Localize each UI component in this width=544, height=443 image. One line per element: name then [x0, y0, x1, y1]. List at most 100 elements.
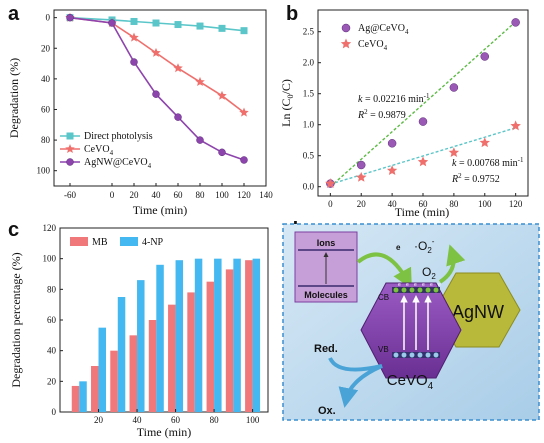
panel-c-xtick-label-3: 80: [210, 415, 220, 425]
panel-a-point-2-7: [240, 156, 248, 164]
vb-hole-2: [409, 352, 415, 358]
panel-b-k-ce: k = 0.00768 min-1: [452, 156, 524, 169]
panel-c-bar-1-3: [137, 280, 145, 412]
panel-b-xtick-label-6: 120: [509, 199, 523, 209]
ions-label: Ions: [317, 238, 336, 248]
cb-electron-1: [401, 287, 407, 293]
cb-electron-sign-2: e: [414, 282, 417, 288]
panel-b-xlabel: Time (min): [395, 205, 450, 219]
panel-a-point-2-1: [108, 19, 116, 27]
panel-b-point-1-0: [325, 178, 336, 188]
panel-letter-c: c: [8, 219, 19, 241]
panel-a-xtick-label-5: 80: [196, 190, 206, 200]
panel-a-ytick-label-0: 0: [46, 13, 51, 23]
panel-c-ytick-label-4: 80: [47, 284, 57, 294]
panel-b-r2-ag: R2 = 0.9879: [357, 108, 406, 121]
cb-electron-sign-0: e: [398, 282, 401, 288]
panel-c-bar-1-6: [194, 258, 203, 412]
red-label: Red.: [314, 343, 338, 355]
panel-b-xtick-label-1: 20: [357, 199, 367, 209]
panel-c-bar-1-4: [156, 264, 164, 412]
panel-b-point-1-1: [356, 171, 367, 182]
panel-a-series-line-0: [69, 16, 245, 32]
panel-c-bar-1-9: [252, 258, 261, 412]
panel-c-ytick-label-3: 60: [47, 315, 57, 325]
electron-label: e: [396, 243, 401, 252]
vb-hole-5: [433, 352, 439, 358]
panel-b-ytick-label-5: 2.5: [303, 27, 315, 37]
panel-c-xtick-label-1: 40: [133, 415, 143, 425]
panel-a-ytick-label-4: 80: [41, 135, 51, 145]
panel-c-xtick-label-4: 100: [246, 415, 260, 425]
panel-b-xtick-label-3: 60: [419, 199, 429, 209]
panel-a-xtick-label-4: 60: [174, 190, 184, 200]
panel-a-point-1-3: [151, 47, 161, 57]
panel-c-bar-1-5: [175, 260, 184, 412]
molecules-label: Molecules: [304, 290, 348, 300]
reduction-arrow: [438, 244, 466, 284]
panel-a-ytick-label-3: 60: [41, 104, 51, 114]
panel-c-bar-0-2: [110, 350, 118, 412]
vb-hole-3: [417, 352, 423, 358]
panel-c-bar-0-8: [225, 269, 234, 412]
panel-b-point-1-4: [448, 147, 460, 157]
vb-label: VB: [378, 345, 389, 354]
panel-c-legend-swatch-0: [70, 237, 88, 246]
panel-c-bar-0-0: [71, 385, 80, 412]
panel-c-bar-1-2: [117, 297, 126, 412]
panel-a-ytick-label-1: 20: [41, 43, 51, 53]
panel-b-legend-marker-0: [341, 23, 351, 33]
panel-c-ytick-label-5: 100: [43, 254, 57, 264]
panel-letter-a: a: [8, 3, 20, 25]
panel-b-point-0-3: [418, 117, 428, 126]
panel-b-xtick-label-2: 40: [388, 199, 398, 209]
panel-a-point-2-5: [196, 136, 204, 144]
panel-a-point-2-0: [66, 13, 74, 22]
panel-c-legend-label-1: 4-NP: [142, 237, 164, 248]
panel-b-legend-label-0: Ag@CeVO4: [358, 23, 409, 36]
panel-b-fit-line-0: [329, 21, 517, 188]
panel-a-point-0-3: [152, 19, 160, 27]
panel-a-legend-label-0: Direct photolysis: [84, 131, 153, 142]
panel-c-bar-0-9: [245, 260, 253, 412]
panel-c-bar-1-8: [233, 258, 241, 412]
panel-b-point-1-3: [417, 156, 429, 167]
panel-c-bar-0-4: [148, 320, 157, 412]
panel-b-ytick-label-2: 1.0: [303, 120, 315, 130]
cb-electron-4: [425, 287, 431, 293]
panel-b-point-1-2: [386, 165, 398, 175]
panel-a-point-0-2: [130, 17, 138, 25]
vb-hole-0: [393, 352, 399, 358]
panel-b-ytick-label-4: 2.0: [303, 58, 315, 68]
panel-b-point-0-5: [480, 52, 490, 61]
panel-a-ylabel: Degradation (%): [7, 58, 21, 138]
panel-a-ytick-label-5: 100: [37, 166, 51, 176]
panel-a-point-2-2: [130, 58, 138, 66]
electron-transfer-arrow: [356, 252, 412, 290]
panel-b-legend-marker-1: [340, 38, 352, 49]
panel-b-point-1-5: [479, 137, 490, 148]
panel-b-ytick-label-3: 1.5: [303, 89, 315, 99]
oxygen-label: O2: [422, 265, 436, 281]
panel-a-series-line-2: [69, 16, 245, 161]
panel-b-k-ag: k = 0.02216 min-1: [358, 92, 430, 105]
superoxide-label: ·O2-: [414, 237, 435, 255]
panel-c-bar-1-1: [98, 327, 107, 412]
panel-a-xtick-label-8: 140: [259, 190, 273, 200]
panel-b-point-0-4: [449, 83, 459, 92]
cb-electron-0: [393, 287, 399, 293]
vb-hole-4: [425, 352, 431, 358]
panel-b-xtick-label-0: 0: [328, 199, 333, 209]
panel-b-ytick-label-1: 0.5: [303, 151, 315, 161]
panel-a-xtick-label-1: 0: [110, 190, 115, 200]
panel-b-ytick-label-0: 0.0: [303, 182, 315, 192]
panel-c-bar-0-1: [91, 366, 99, 412]
ox-label: Ox.: [318, 405, 336, 417]
panel-b-point-1-6: [510, 120, 521, 131]
panel-a-frame: [53, 9, 267, 187]
panel-a-point-1-2: [129, 32, 139, 42]
panel-c-bar-0-5: [168, 304, 176, 412]
panel-a-ytick-label-2: 40: [41, 74, 51, 84]
